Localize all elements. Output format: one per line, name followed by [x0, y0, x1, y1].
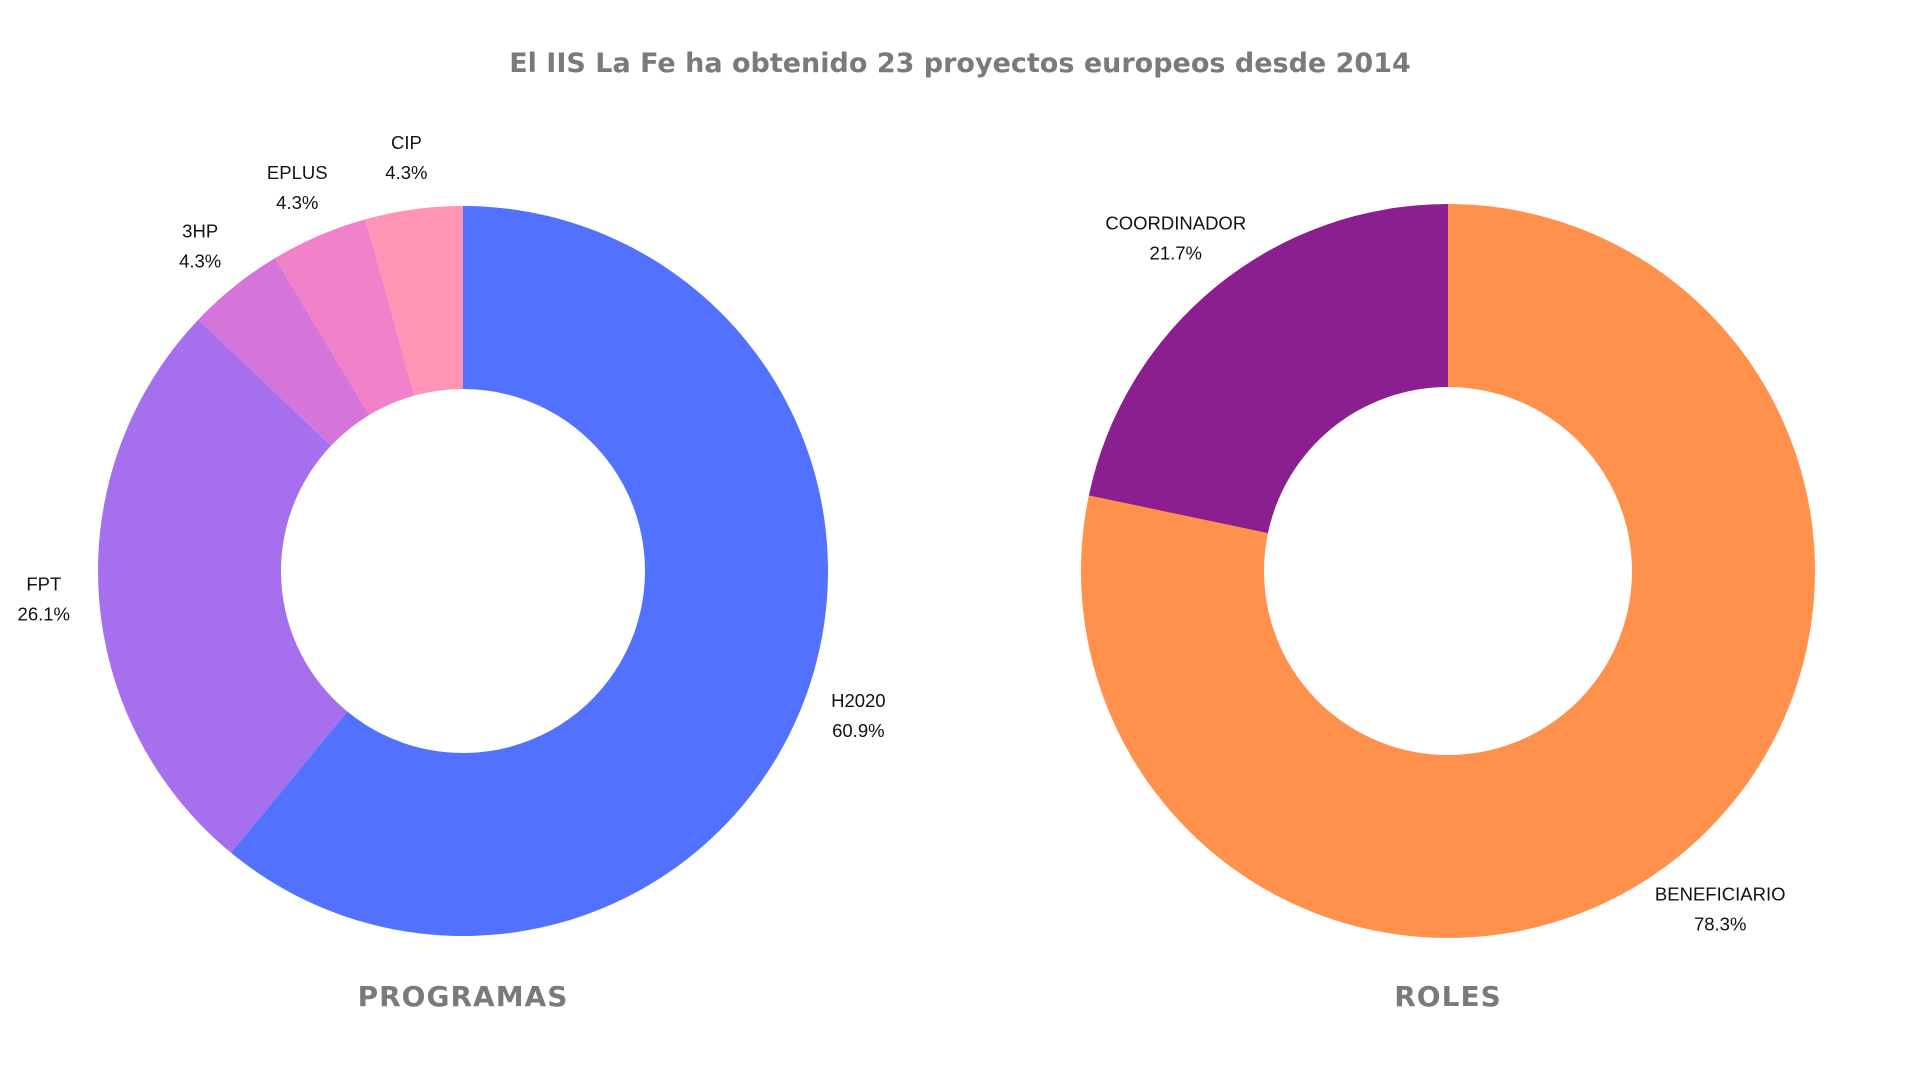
slice-label-h2020: H2020 — [831, 690, 886, 711]
slice-cip — [365, 206, 463, 396]
donut-chart-roles: BENEFICIARIO 78.3% COORDINADOR 21.7% ROLES — [1080, 204, 1815, 1013]
slice-label-eplus: EPLUS — [267, 162, 328, 183]
slice-beneficiario — [1080, 204, 1815, 939]
slice-label-fpt: FPT — [26, 574, 61, 595]
chart-caption-roles: ROLES — [1394, 980, 1502, 1013]
slice-label-cip: CIP — [391, 132, 422, 153]
donut-chart-programas: H2020 60.9% FPT 26.1% 3HP 4.3% EPLUS 4.3% CIP 4.3… — [18, 132, 886, 1013]
slice-value-3hp: 4.3% — [179, 250, 221, 271]
chart-title: El IIS La Fe ha obtenido 23 proyectos eu… — [509, 48, 1411, 79]
slice-value-coordinador: 21.7% — [1150, 243, 1202, 264]
slice-value-eplus: 4.3% — [276, 192, 318, 213]
slice-label-3hp: 3HP — [182, 220, 218, 241]
slice-fpt — [97, 319, 348, 853]
slice-h2020 — [231, 206, 829, 936]
slice-label-coordinador: COORDINADOR — [1105, 213, 1246, 234]
slice-3hp — [198, 258, 370, 446]
slice-coordinador — [1088, 204, 1448, 534]
slice-value-cip: 4.3% — [385, 162, 427, 183]
chart-caption-programas: PROGRAMAS — [358, 980, 569, 1013]
slice-value-beneficiario: 78.3% — [1694, 913, 1746, 934]
slice-value-h2020: 60.9% — [832, 720, 884, 741]
slice-label-beneficiario: BENEFICIARIO — [1655, 883, 1786, 904]
slice-eplus — [275, 219, 415, 415]
slice-value-fpt: 26.1% — [18, 604, 70, 625]
